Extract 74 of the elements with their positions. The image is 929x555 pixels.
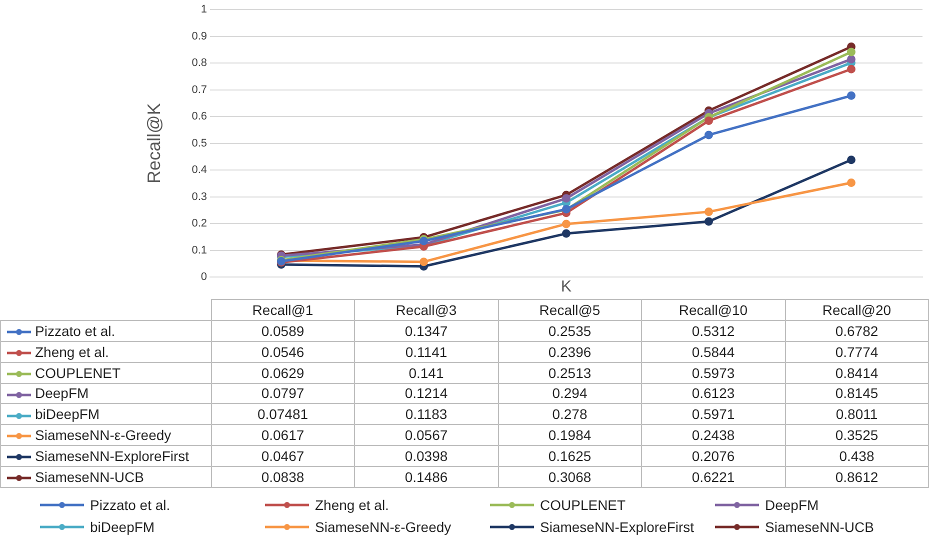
x-axis-title: K [560, 278, 572, 296]
data-label: 0.5844 [642, 341, 785, 362]
data-label: 0.0398 [354, 446, 498, 466]
data-label: 0.2076 [642, 446, 785, 466]
data-label: 0.0567 [354, 424, 498, 446]
data-label: 0.3068 [498, 466, 642, 488]
data-label: 0.141 [354, 362, 498, 383]
x-tick-label: Recall@10 [642, 300, 785, 320]
data-label: 0.2438 [642, 424, 785, 446]
data-label: 0.1183 [354, 404, 498, 425]
data-label: 0.3525 [785, 424, 928, 446]
text: SiameseNN-UCB [765, 519, 874, 535]
data-label: 0.1214 [354, 383, 498, 404]
data-label: 0.5312 [642, 320, 785, 342]
data-label: 0.0467 [211, 446, 354, 466]
data-label: 0.438 [785, 446, 928, 466]
text: Pizzato et al. [90, 497, 170, 513]
y-tick-label: 0.2 [192, 218, 207, 230]
x-tick-label: Recall@1 [211, 300, 354, 320]
y-tick-label: 0.4 [192, 164, 207, 176]
data-label: 0.2513 [498, 362, 642, 383]
legend-label: DeepFM [0, 383, 211, 404]
y-tick-label: 0 [200, 271, 207, 284]
data-label: 0.5973 [642, 362, 785, 383]
y-tick-label: 0.8 [192, 57, 207, 70]
data-label: 0.2396 [498, 341, 642, 362]
data-label: 0.1486 [354, 466, 498, 488]
legend-label: biDeepFM [0, 404, 211, 425]
data-label: 0.1141 [354, 341, 498, 362]
legend-label: SiameseNN-ExploreFirst [0, 446, 211, 466]
legend-label: SiameseNN-UCB [0, 466, 211, 488]
data-label: 0.278 [498, 404, 642, 425]
legend-label: SiameseNN-ε-Greedy [0, 424, 211, 446]
y-tick-label: 0.1 [192, 244, 207, 256]
data-label: 0.8011 [785, 404, 928, 425]
y-tick-label: 0.3 [192, 190, 207, 203]
y-tick-label: 0.9 [192, 30, 207, 42]
data-label: 0.6221 [642, 466, 785, 488]
y-tick-label: 0.6 [192, 110, 207, 123]
legend-label: Zheng et al. [0, 341, 211, 362]
text: DeepFM [765, 497, 819, 513]
data-label: 0.1984 [498, 424, 642, 446]
data-label: 0.2535 [498, 320, 642, 342]
data-label: 0.0629 [211, 362, 354, 383]
text: SiameseNN-ε-Greedy [315, 519, 452, 535]
data-label: 0.1625 [498, 446, 642, 466]
data-label: 0.294 [498, 383, 642, 404]
legend-label: Pizzato et al. [0, 320, 211, 342]
data-label: 0.8414 [785, 362, 928, 383]
x-tick-label: Recall@20 [785, 300, 928, 320]
data-label: 0.5971 [642, 404, 785, 425]
x-tick-label: Recall@5 [498, 300, 642, 320]
y-tick-label: 1 [200, 4, 207, 16]
data-label: 0.0797 [211, 383, 354, 404]
data-label: 0.0546 [211, 341, 354, 362]
text: Zheng et al. [315, 497, 389, 513]
text: biDeepFM [90, 519, 155, 535]
text: COUPLENET [540, 497, 626, 513]
data-label: 0.8612 [785, 466, 928, 488]
y-tick-label: 0.5 [192, 137, 207, 150]
data-label: 0.6782 [785, 320, 928, 342]
y-axis-title: Recall@K [144, 103, 164, 184]
data-label: 0.7774 [785, 341, 928, 362]
data-label: 0.8145 [785, 383, 928, 404]
legend-label: COUPLENET [0, 362, 211, 383]
x-tick-label: Recall@3 [354, 300, 498, 320]
data-label: 0.6123 [642, 383, 785, 404]
data-label: 0.0838 [211, 466, 354, 488]
data-label: 0.0589 [211, 320, 354, 342]
data-label: 0.0617 [211, 424, 354, 446]
y-tick-label: 0.7 [192, 84, 207, 96]
text: SiameseNN-ExploreFirst [540, 519, 694, 535]
data-label: 0.07481 [211, 404, 354, 425]
data-label: 0.1347 [354, 320, 498, 342]
